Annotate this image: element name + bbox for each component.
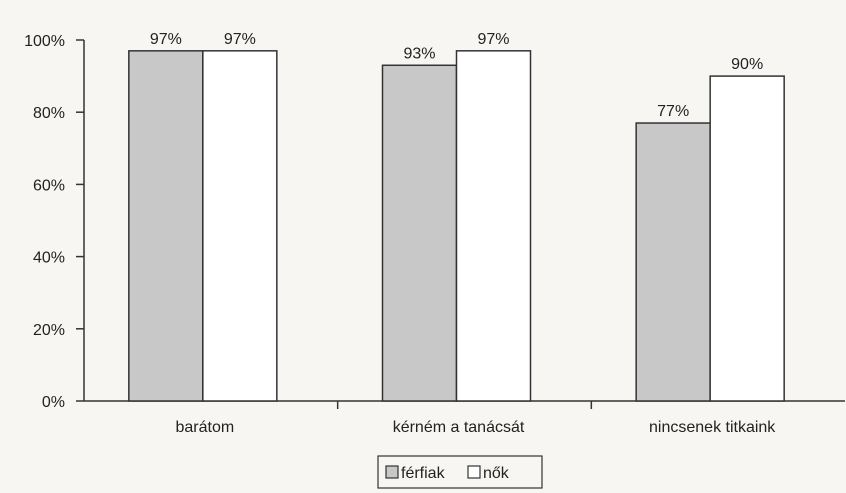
bar-férfiak [381, 64, 458, 402]
data-label: 90% [731, 56, 763, 73]
data-label: 93% [403, 45, 435, 62]
legend-label: férfiak [401, 465, 446, 482]
x-category-label: kérném a tanácsát [393, 419, 525, 436]
y-tick-label: 0% [42, 394, 65, 411]
legend: férfiak nők [377, 455, 543, 489]
y-tick-label: 80% [33, 105, 65, 122]
x-category-label: barátom [175, 419, 234, 436]
bar-nők [709, 75, 785, 402]
y-tick-label: 20% [33, 322, 65, 339]
bar-nők [202, 50, 278, 402]
data-label: 77% [657, 103, 689, 120]
data-label: 97% [477, 31, 509, 48]
bar-nők [455, 50, 532, 402]
bar-férfiak [128, 50, 204, 402]
x-category-label: nincsenek titkaink [649, 419, 776, 436]
legend-label: nők [483, 465, 510, 482]
data-label: 97% [224, 31, 256, 48]
y-tick-label: 100% [24, 33, 65, 50]
bar-férfiak [635, 122, 711, 402]
legend-swatch-férfiak [385, 465, 399, 479]
legend-box [377, 455, 543, 489]
y-tick-label: 40% [33, 250, 65, 267]
data-label: 97% [150, 31, 182, 48]
y-tick-label: 60% [33, 177, 65, 194]
plot-area: 0% 20% 40% 60% 80% 100% barátom 97% 97% kérném a … [24, 31, 845, 436]
legend-swatch-nők [467, 465, 481, 479]
